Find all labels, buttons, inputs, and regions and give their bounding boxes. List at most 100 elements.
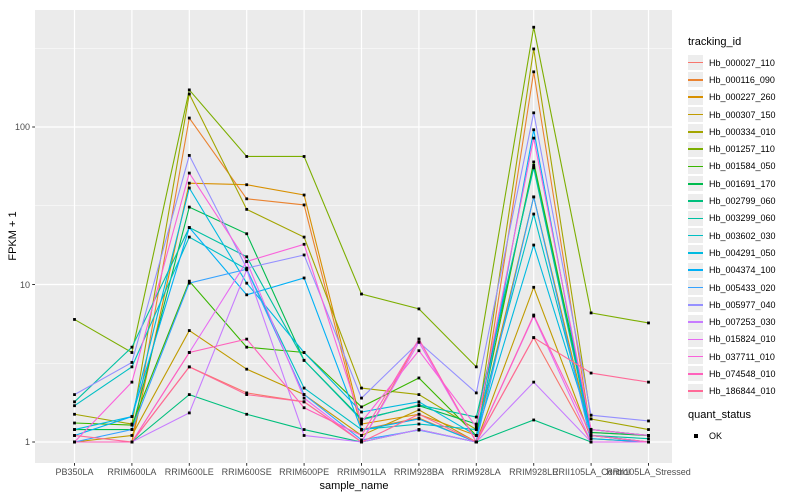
data-point bbox=[302, 396, 306, 400]
legend-entry-label: Hb_001691_170 bbox=[709, 178, 776, 189]
data-point bbox=[245, 281, 249, 285]
black-square-icon bbox=[693, 433, 698, 438]
data-point bbox=[187, 171, 191, 175]
legend-key bbox=[688, 262, 703, 278]
legend-key bbox=[688, 55, 703, 71]
data-point bbox=[532, 313, 536, 317]
data-point bbox=[245, 232, 249, 236]
data-point bbox=[245, 255, 249, 259]
quant-status-label: OK bbox=[709, 430, 723, 441]
legend-key bbox=[688, 193, 703, 209]
line-swatch-icon bbox=[688, 182, 703, 185]
data-point bbox=[187, 351, 191, 354]
line-swatch-icon bbox=[688, 113, 703, 116]
legend-entry-label: Hb_002799_060 bbox=[709, 196, 776, 207]
data-point bbox=[532, 166, 536, 170]
x-tick-label: RRIM600LA bbox=[107, 467, 157, 477]
legend-entry: Hb_000307_150 bbox=[688, 106, 800, 123]
data-point bbox=[187, 92, 191, 96]
legend-entry-label: Hb_015824_010 bbox=[709, 334, 776, 345]
legend-key bbox=[688, 107, 703, 123]
data-point bbox=[302, 351, 306, 354]
data-point bbox=[589, 417, 593, 421]
data-point bbox=[647, 437, 650, 441]
data-point bbox=[417, 307, 421, 311]
data-point bbox=[360, 292, 363, 296]
data-point bbox=[360, 434, 363, 437]
data-point bbox=[245, 197, 249, 201]
data-point bbox=[589, 434, 593, 437]
data-point bbox=[245, 412, 249, 416]
data-point bbox=[130, 345, 134, 349]
data-point bbox=[360, 438, 363, 442]
quant-status-legend: quant_status OK bbox=[688, 409, 800, 444]
data-point bbox=[130, 423, 134, 427]
data-point bbox=[130, 365, 134, 369]
data-point bbox=[360, 410, 363, 414]
data-point bbox=[187, 181, 191, 185]
data-point bbox=[302, 242, 306, 246]
data-point bbox=[130, 361, 134, 364]
legend-entry: Hb_007253_030 bbox=[688, 313, 800, 330]
line-swatch-icon bbox=[688, 252, 703, 254]
data-point bbox=[187, 226, 191, 229]
data-point bbox=[360, 418, 363, 422]
legend-title: tracking_id bbox=[688, 36, 742, 48]
legend-entry: Hb_000116_090 bbox=[688, 71, 800, 88]
data-point bbox=[130, 351, 134, 354]
y-tick-label: 1 bbox=[24, 437, 30, 447]
data-point bbox=[532, 164, 536, 167]
legend-entry: Hb_002799_060 bbox=[688, 192, 800, 209]
legend-entry: Hb_037711_010 bbox=[688, 348, 800, 365]
data-point bbox=[302, 434, 306, 437]
data-point bbox=[647, 380, 650, 384]
legend-entry: Hb_000334_010 bbox=[688, 123, 800, 140]
legend-entry: Hb_004291_050 bbox=[688, 244, 800, 261]
data-point bbox=[589, 311, 593, 315]
data-point bbox=[532, 47, 536, 51]
x-axis-title: sample_name bbox=[319, 480, 389, 492]
data-point bbox=[302, 358, 306, 362]
data-point bbox=[187, 116, 191, 120]
data-point bbox=[360, 386, 363, 390]
legend-key bbox=[688, 245, 703, 261]
data-point bbox=[245, 337, 249, 341]
data-point bbox=[532, 128, 536, 132]
data-point bbox=[245, 345, 249, 349]
data-point bbox=[532, 111, 536, 115]
data-point bbox=[360, 428, 363, 432]
data-point bbox=[589, 440, 593, 444]
data-point bbox=[532, 25, 536, 29]
legend-entry: Hb_074548_010 bbox=[688, 365, 800, 382]
data-point bbox=[302, 276, 306, 280]
legend-key bbox=[688, 228, 703, 244]
data-point bbox=[302, 393, 306, 396]
legend-entry-label: Hb_000307_150 bbox=[709, 109, 776, 120]
legend-entry-label: Hb_037711_010 bbox=[709, 351, 775, 362]
legend-entry-label: Hb_004291_050 bbox=[709, 247, 776, 258]
data-point bbox=[589, 428, 593, 431]
data-point bbox=[647, 419, 650, 423]
legend-entry-label: Hb_003299_060 bbox=[709, 213, 776, 224]
data-point bbox=[474, 422, 478, 426]
data-point bbox=[417, 340, 421, 344]
legend-entry-label: Hb_000027_110 bbox=[709, 57, 775, 68]
legend-key bbox=[688, 297, 703, 313]
data-point bbox=[647, 440, 650, 444]
line-swatch-icon bbox=[688, 234, 703, 237]
x-tick-label: RRIM928LE bbox=[509, 467, 559, 477]
legend-key bbox=[688, 331, 703, 347]
legend-entry: Hb_001691_170 bbox=[688, 175, 800, 192]
line-swatch-icon bbox=[688, 61, 703, 64]
line-swatch-icon bbox=[688, 286, 703, 289]
data-point bbox=[187, 88, 191, 92]
data-point bbox=[474, 425, 478, 429]
data-point bbox=[302, 193, 306, 197]
legend-key bbox=[688, 314, 703, 330]
data-point bbox=[417, 408, 421, 412]
data-point bbox=[73, 434, 76, 437]
legend-entry-label: Hb_000227_260 bbox=[709, 92, 776, 103]
data-point bbox=[417, 422, 421, 426]
data-point bbox=[474, 440, 478, 444]
data-point bbox=[245, 260, 249, 263]
